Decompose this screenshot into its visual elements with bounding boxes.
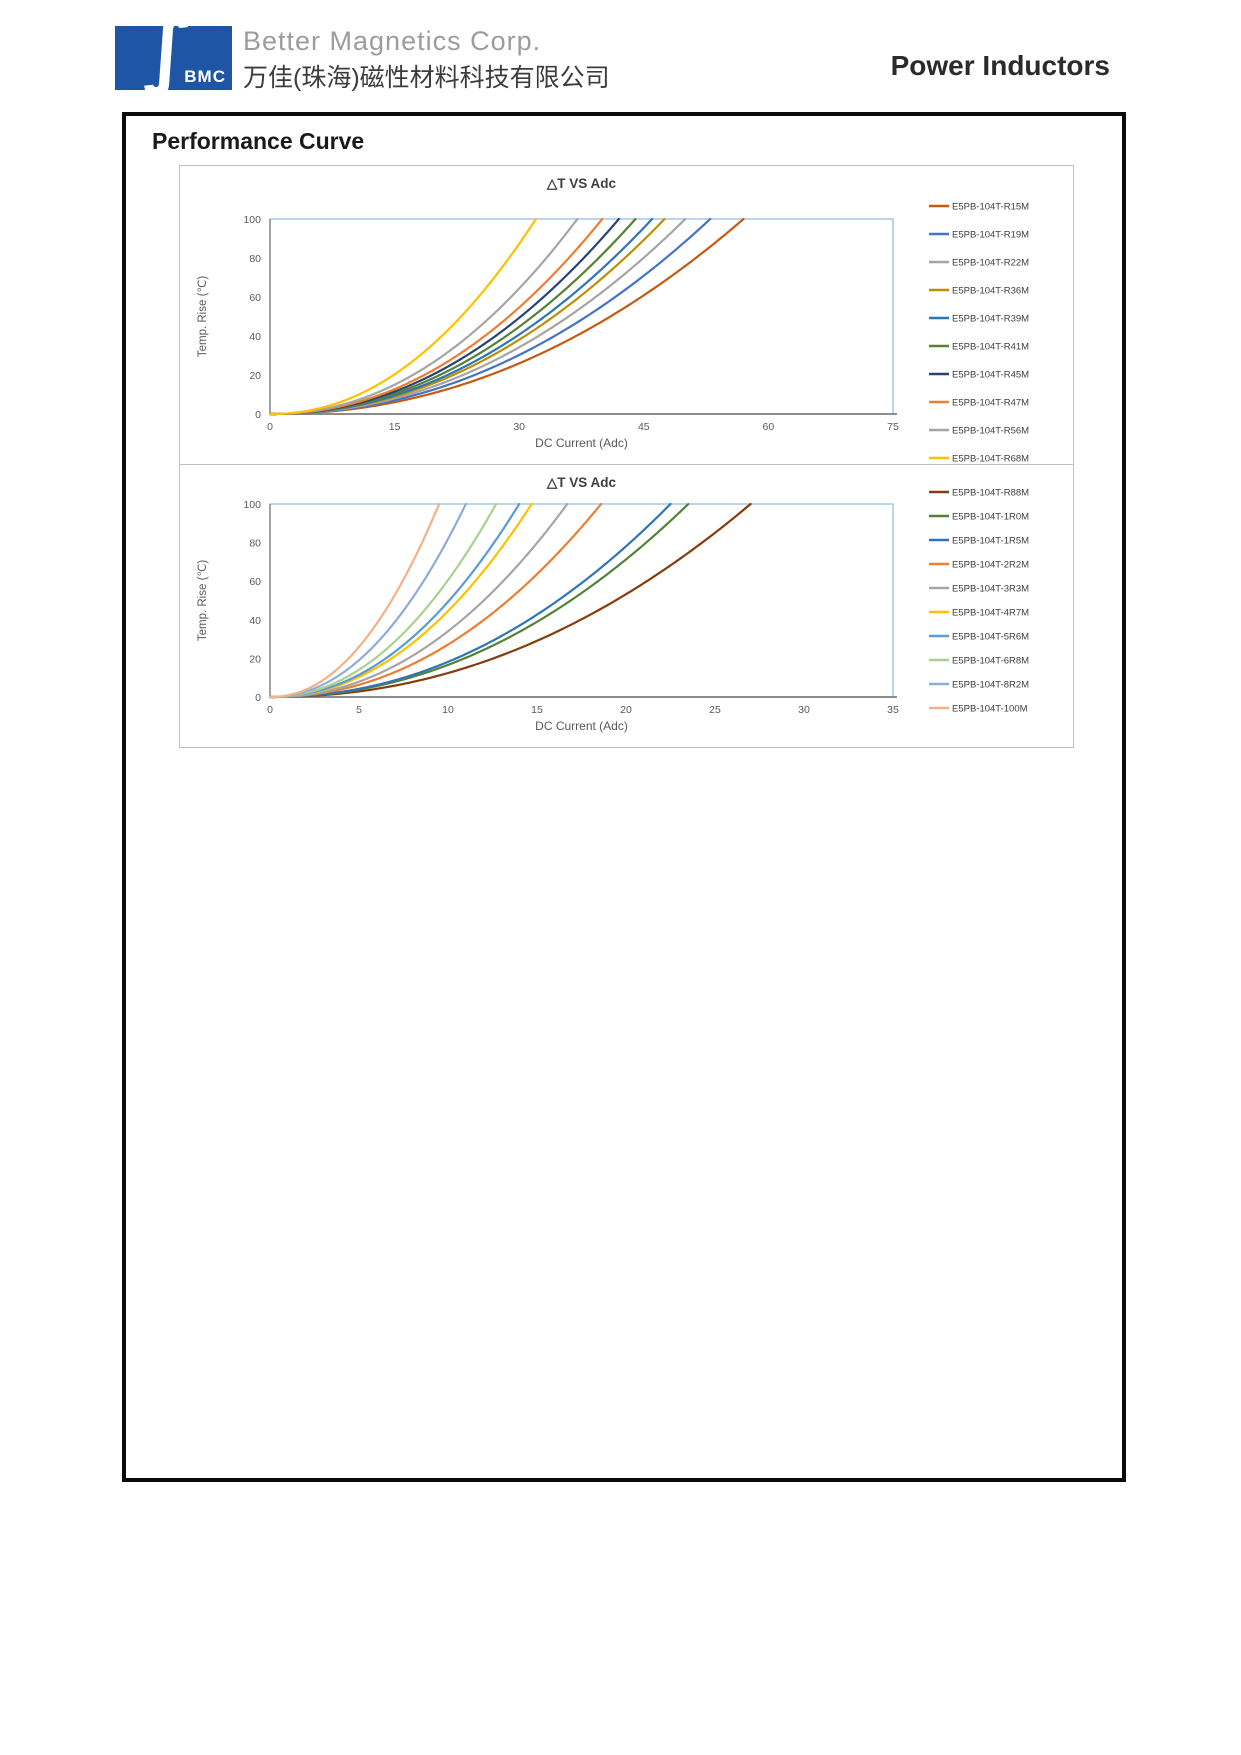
y-tick-label: 100 bbox=[243, 214, 261, 226]
chart-title: △T VS Adc bbox=[546, 176, 617, 191]
y-tick-label: 0 bbox=[255, 409, 261, 421]
legend-label: E5PB-104T-R41M bbox=[952, 342, 1029, 353]
y-tick-label: 20 bbox=[249, 653, 261, 665]
legend-label: E5PB-104T-4R7M bbox=[952, 608, 1029, 619]
x-tick-label: 25 bbox=[709, 704, 721, 716]
y-tick-label: 40 bbox=[249, 615, 261, 627]
legend-label: E5PB-104T-5R6M bbox=[952, 632, 1029, 643]
chart-title: △T VS Adc bbox=[546, 475, 617, 490]
series-curve bbox=[268, 217, 537, 416]
legend-label: E5PB-104T-R39M bbox=[952, 314, 1029, 325]
y-tick-label: 20 bbox=[249, 370, 261, 382]
x-tick-label: 15 bbox=[389, 421, 401, 433]
y-tick-label: 0 bbox=[255, 692, 261, 704]
company-name-chinese: 万佳(珠海)磁性材料科技有限公司 bbox=[243, 64, 610, 92]
temp-rise-chart-1: △T VS Adc 0 20 40 60 80 100 0 15 30 45 60 75 DC Curre… bbox=[180, 166, 1073, 464]
x-tick-label: 35 bbox=[887, 704, 899, 716]
plot-area-border bbox=[269, 218, 894, 415]
legend-label: E5PB-104T-2R2M bbox=[952, 560, 1029, 571]
y-axis-title: Temp. Rise (℃) bbox=[197, 560, 209, 641]
legend-label: E5PB-104T-1R5M bbox=[952, 536, 1029, 547]
logo-s-curve-icon: ∫ bbox=[143, 3, 194, 98]
page-header: ∫ BMC Better Magnetics Corp. 万佳(珠海)磁性材料科… bbox=[0, 0, 1241, 100]
legend-label: E5PB-104T-R19M bbox=[952, 230, 1029, 241]
y-tick-label: 80 bbox=[249, 253, 261, 265]
y-tick-label: 60 bbox=[249, 576, 261, 588]
x-axis-title: DC Current (Adc) bbox=[535, 436, 628, 450]
series-curve bbox=[268, 502, 467, 699]
legend-label: E5PB-104T-R45M bbox=[952, 370, 1029, 381]
logo-bmc-text: BMC bbox=[184, 67, 226, 86]
legend-label: E5PB-104T-R88M bbox=[952, 488, 1029, 499]
company-name-english: Better Magnetics Corp. bbox=[243, 26, 542, 56]
y-axis-title: Temp. Rise (℃) bbox=[197, 276, 209, 357]
series-curve bbox=[268, 502, 521, 699]
series-curve bbox=[268, 217, 637, 416]
y-tick-label: 100 bbox=[243, 499, 261, 511]
x-tick-label: 15 bbox=[531, 704, 543, 716]
section-title: Performance Curve bbox=[152, 128, 365, 154]
content-box: Performance Curve △T VS Adc 0 20 40 60 80 100 0… bbox=[122, 112, 1126, 1482]
x-tick-label: 30 bbox=[513, 421, 525, 433]
legend-label: E5PB-104T-6R8M bbox=[952, 656, 1029, 667]
bmc-logo: ∫ BMC bbox=[115, 10, 232, 92]
x-tick-label: 75 bbox=[887, 421, 899, 433]
y-tick-label: 40 bbox=[249, 331, 261, 343]
x-tick-label: 20 bbox=[620, 704, 632, 716]
y-tick-label: 60 bbox=[249, 292, 261, 304]
legend-label: E5PB-104T-3R3M bbox=[952, 584, 1029, 595]
legend-label: E5PB-104T-R15M bbox=[952, 202, 1029, 213]
legend-label: E5PB-104T-1R0M bbox=[952, 512, 1029, 523]
x-tick-label: 5 bbox=[356, 704, 362, 716]
series-curve bbox=[268, 502, 752, 699]
chart-svg: △T VS Adc 0 20 40 60 80 100 0 15 30 45 60 75 DC Curre… bbox=[197, 176, 1029, 465]
chart-svg: △T VS Adc 0 20 40 60 80 100 0 5 10 15 20 25 30 35 DC Cu… bbox=[197, 475, 1029, 733]
legend-label: E5PB-104T-R36M bbox=[952, 286, 1029, 297]
temp-rise-chart-2: △T VS Adc 0 20 40 60 80 100 0 5 10 15 20 25 30 35 DC Cu… bbox=[180, 464, 1073, 747]
series-curve bbox=[268, 502, 672, 699]
x-axis-title: DC Current (Adc) bbox=[535, 719, 628, 733]
series-curve bbox=[268, 502, 603, 699]
x-tick-label: 10 bbox=[442, 704, 454, 716]
product-category-title: Power Inductors bbox=[890, 50, 1110, 81]
x-tick-label: 45 bbox=[638, 421, 650, 433]
x-tick-label: 30 bbox=[798, 704, 810, 716]
series-curve bbox=[268, 217, 666, 416]
legend-label: E5PB-104T-8R2M bbox=[952, 680, 1029, 691]
series-curve bbox=[268, 217, 620, 416]
legend-label: E5PB-104T-R56M bbox=[952, 426, 1029, 437]
x-tick-label: 0 bbox=[267, 421, 273, 433]
series-curve bbox=[268, 502, 533, 699]
x-tick-label: 60 bbox=[763, 421, 775, 433]
legend-label: E5PB-104T-R68M bbox=[952, 454, 1029, 465]
legend-label: E5PB-104T-100M bbox=[952, 704, 1028, 715]
series-curve bbox=[268, 217, 579, 416]
x-tick-label: 0 bbox=[267, 704, 273, 716]
legend-label: E5PB-104T-R22M bbox=[952, 258, 1029, 269]
y-tick-label: 80 bbox=[249, 538, 261, 550]
charts-panel: △T VS Adc 0 20 40 60 80 100 0 15 30 45 60 75 DC Curre… bbox=[179, 165, 1074, 748]
series-curve bbox=[268, 502, 441, 699]
series-curve bbox=[268, 502, 569, 699]
legend-label: E5PB-104T-R47M bbox=[952, 398, 1029, 409]
series-curve bbox=[268, 217, 745, 416]
series-curve bbox=[268, 502, 498, 699]
